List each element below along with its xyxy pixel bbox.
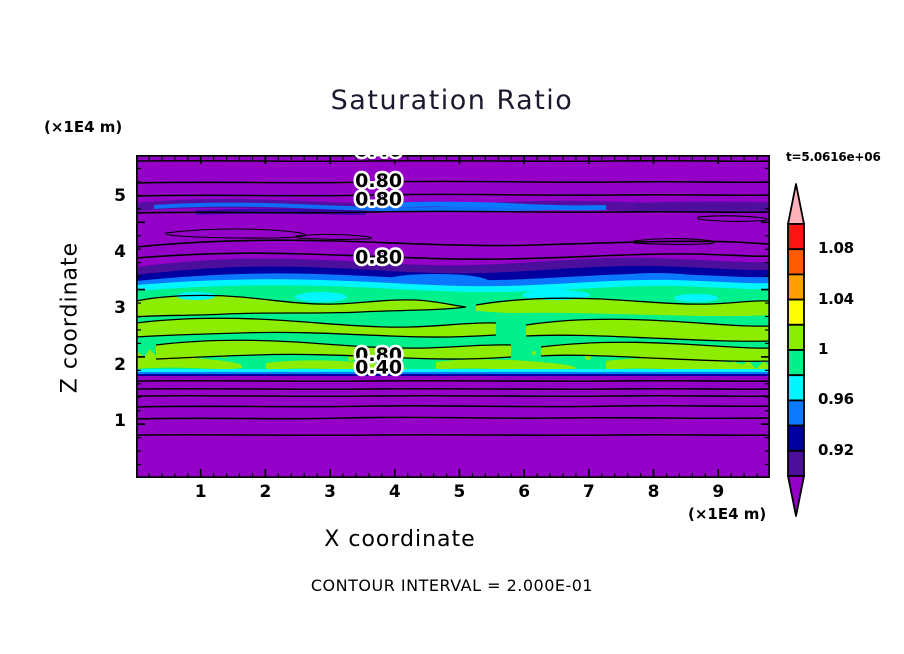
colorbar-tick-label: 1 — [818, 340, 829, 358]
contour-interval-caption: CONTOUR INTERVAL = 2.000E-01 — [310, 576, 594, 595]
contour-label: 0.40 — [355, 155, 402, 162]
contour-label: 0.80 — [355, 189, 402, 211]
colorbar-tick-label: 1.08 — [818, 239, 854, 258]
contour-labels: 0.400.400.800.800.800.800.800.800.800.80… — [353, 155, 405, 381]
colorbar-band — [787, 399, 805, 427]
svg-text:0.80: 0.80 — [355, 246, 402, 268]
x-tick-label: 7 — [582, 482, 595, 502]
colorbar-band — [787, 424, 805, 452]
svg-text:0.80: 0.80 — [355, 170, 402, 192]
colorbar-band — [787, 323, 805, 351]
x-axis-unit-label: (×1E4 m) — [688, 505, 767, 523]
contour-label: 0.80 — [355, 170, 402, 192]
svg-text:0.80: 0.80 — [355, 344, 402, 366]
colorbar-band — [787, 349, 805, 377]
plot-frame — [136, 155, 770, 478]
colorbar-band — [787, 248, 805, 276]
colorbar-cap-bottom — [787, 475, 805, 517]
x-axis-title: X coordinate — [324, 527, 476, 552]
colorbar-band — [787, 374, 805, 402]
colorbar-cap-top — [787, 183, 805, 225]
contour-label: 0.40 — [355, 357, 402, 379]
x-tick-label: 9 — [712, 482, 725, 502]
colorbar-band — [787, 223, 805, 251]
x-tick-label: 5 — [453, 482, 466, 502]
colorbar-tick-label: 1.04 — [818, 289, 854, 308]
y-tick-label: 2 — [114, 354, 126, 375]
colorbar-svg — [787, 183, 805, 517]
transition-band-lower — [136, 369, 770, 377]
contour-lines-upper — [136, 159, 770, 260]
colorbar[interactable] — [778, 182, 814, 524]
x-tick-label: 6 — [518, 482, 531, 502]
colorbar-tick-label: 0.96 — [818, 390, 854, 409]
colorbar-band — [787, 449, 805, 477]
contour-plot-canvas: 0.400.400.800.800.800.800.800.800.800.80… — [136, 155, 770, 478]
page-title: Saturation Ratio — [330, 85, 574, 116]
svg-text:0.80: 0.80 — [355, 189, 402, 211]
y-tick-label: 4 — [114, 242, 126, 263]
timestamp-label: t=5.0616e+06 — [786, 150, 881, 164]
contour-plot-svg: 0.400.400.800.800.800.800.800.800.800.80… — [136, 155, 770, 478]
y-tick-label: 1 — [114, 410, 126, 431]
colorbar-tick-label: 0.92 — [818, 440, 854, 459]
y-axis-title: Z coordinate — [57, 241, 83, 394]
upper-layer-features — [136, 199, 770, 215]
x-tick-label: 8 — [647, 482, 660, 502]
y-tick-label: 3 — [114, 298, 126, 319]
svg-text:0.40: 0.40 — [355, 357, 402, 379]
y-tick-label: 5 — [114, 186, 126, 207]
colorbar-band — [787, 298, 805, 326]
x-tick-label: 3 — [324, 482, 336, 502]
contour-label: 0.80 — [355, 246, 402, 268]
contour-lines-lower — [136, 379, 770, 437]
turbulent-mixing-layer — [136, 285, 770, 373]
x-tick-label: 4 — [388, 482, 401, 502]
y-axis-unit-label: (×1E4 m) — [44, 118, 123, 136]
contour-lens-outlines — [165, 215, 768, 245]
contour-label: 0.80 — [355, 344, 402, 366]
colorbar-band — [787, 273, 805, 301]
x-tick-label: 1 — [194, 482, 207, 502]
x-tick-label: 2 — [259, 482, 272, 502]
svg-text:0.40: 0.40 — [355, 155, 402, 162]
